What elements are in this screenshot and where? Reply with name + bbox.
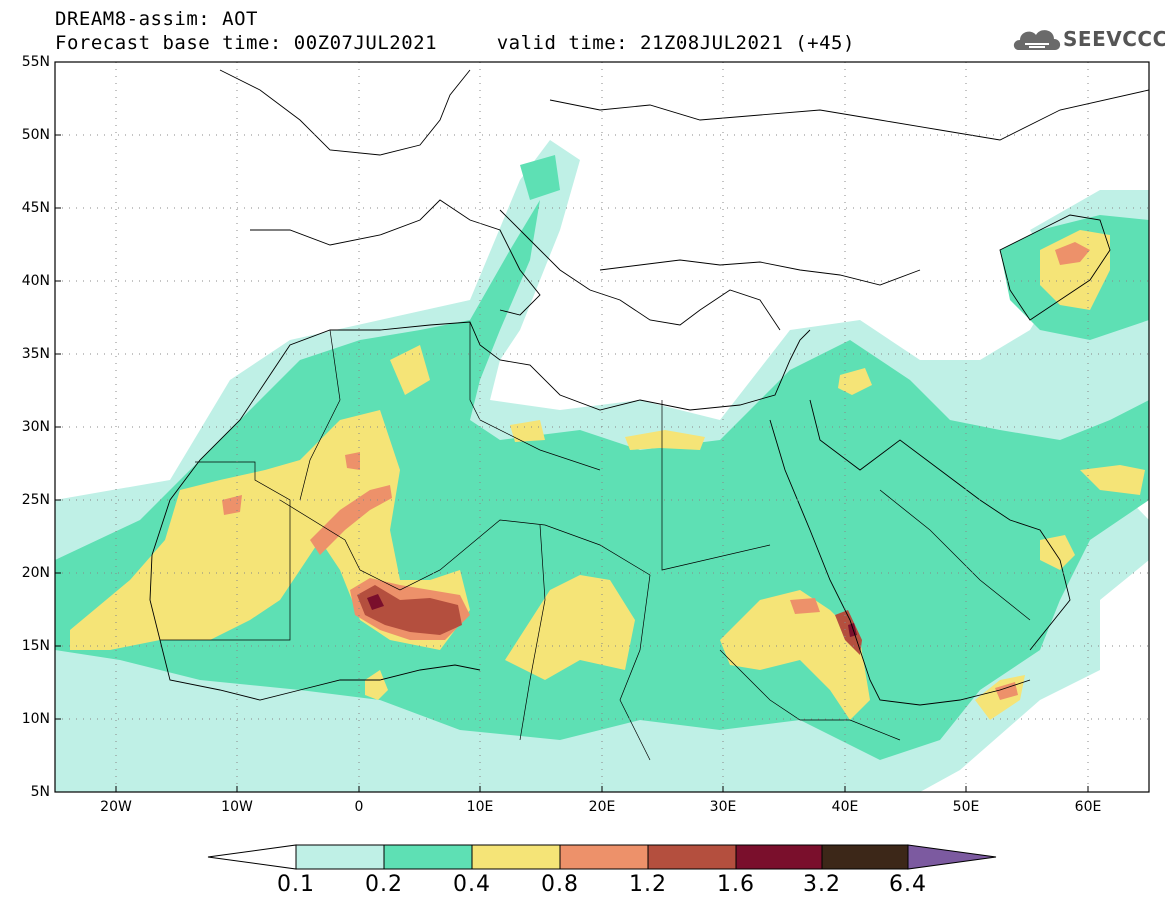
lon-label: 10E <box>466 799 494 815</box>
country-borders <box>160 322 1031 761</box>
colorbar-label: 0.4 <box>453 872 491 897</box>
colorbar-seg <box>471 844 561 870</box>
lon-label: 10W <box>221 799 253 815</box>
colorbar-label: 0.2 <box>365 872 403 897</box>
colorbar-label: 0.1 <box>277 872 315 897</box>
colorbar-seg-over <box>907 844 997 870</box>
lat-label: 35N <box>21 346 50 362</box>
lat-label: 25N <box>21 492 50 508</box>
lat-label: 15N <box>21 638 50 654</box>
lon-label: 20E <box>588 799 616 815</box>
colorbar-seg <box>821 844 909 870</box>
logo-text: SEEVCCC <box>1063 27 1165 51</box>
cloud-icon <box>1013 30 1061 50</box>
colorbar-seg <box>383 844 473 870</box>
lon-label: 50E <box>952 799 980 815</box>
colorbar-label: 6.4 <box>889 872 927 897</box>
colorbar-label: 3.2 <box>803 872 841 897</box>
colorbar-label: 1.6 <box>717 872 755 897</box>
title-line-2: Forecast base time: 00Z07JUL2021 valid t… <box>55 32 855 54</box>
lat-label: 10N <box>21 711 50 727</box>
colorbar-seg-under <box>207 844 297 870</box>
gridlines <box>55 62 1149 792</box>
colorbar-seg <box>295 844 385 870</box>
colorbar-label: 1.2 <box>629 872 667 897</box>
lon-label: 20W <box>100 799 132 815</box>
lon-label: 0 <box>354 799 364 815</box>
colorbar-seg <box>559 844 649 870</box>
seevccc-logo: SEEVCCC <box>1011 22 1165 56</box>
lat-label: 50N <box>21 127 50 143</box>
lat-label: 55N <box>21 54 50 70</box>
title-line-1: DREAM8-assim: AOT <box>55 8 258 30</box>
lat-label: 45N <box>21 200 50 216</box>
lat-label: 20N <box>21 565 50 581</box>
ticks <box>55 134 1089 792</box>
colorbar-label: 0.8 <box>541 872 579 897</box>
lat-label: 30N <box>21 419 50 435</box>
lon-label: 30E <box>709 799 737 815</box>
lat-label: 40N <box>21 273 50 289</box>
aot-band-1-2 <box>357 585 862 655</box>
colorbar-seg <box>647 844 737 870</box>
lon-label: 60E <box>1074 799 1102 815</box>
colorbar-seg <box>735 844 823 870</box>
lon-label: 40E <box>831 799 859 815</box>
lat-label: 5N <box>30 784 50 800</box>
